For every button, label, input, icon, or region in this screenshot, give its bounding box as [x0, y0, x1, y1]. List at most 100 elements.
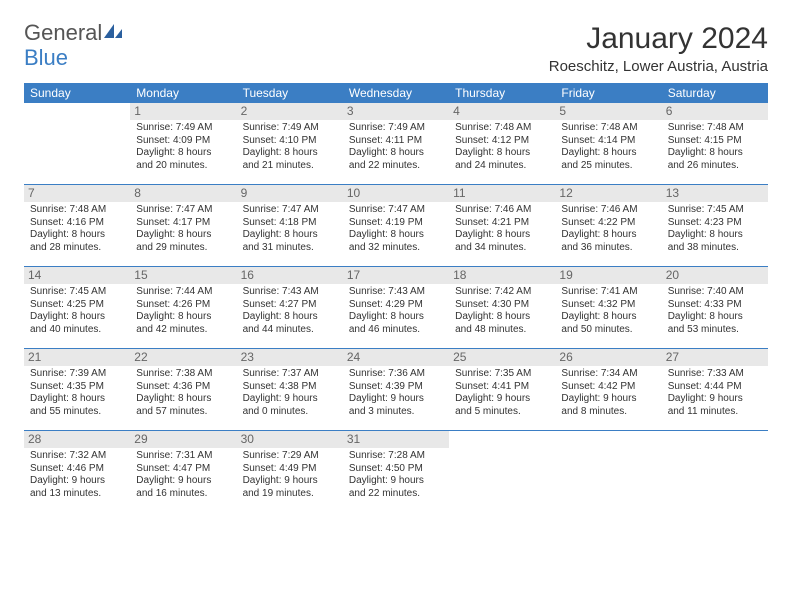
day-cell: 22Sunrise: 7:38 AMSunset: 4:36 PMDayligh… [130, 349, 236, 430]
day-number: 25 [449, 349, 555, 366]
day-number: 14 [24, 267, 130, 284]
daylight-text-2: and 48 minutes. [455, 324, 549, 337]
sunrise-text: Sunrise: 7:49 AM [136, 122, 230, 135]
sunrise-text: Sunrise: 7:49 AM [349, 122, 443, 135]
daylight-text-1: Daylight: 8 hours [243, 311, 337, 324]
sunrise-text: Sunrise: 7:28 AM [349, 450, 443, 463]
sunset-text: Sunset: 4:25 PM [30, 299, 124, 312]
week-row: 7Sunrise: 7:48 AMSunset: 4:16 PMDaylight… [24, 185, 768, 267]
brand-logo: General Blue [24, 22, 124, 71]
day-number: 2 [237, 103, 343, 120]
sunrise-text: Sunrise: 7:33 AM [668, 368, 762, 381]
day-cell: 2Sunrise: 7:49 AMSunset: 4:10 PMDaylight… [237, 103, 343, 184]
daylight-text-1: Daylight: 9 hours [668, 393, 762, 406]
day-number: 17 [343, 267, 449, 284]
sunset-text: Sunset: 4:11 PM [349, 135, 443, 148]
daylight-text-2: and 50 minutes. [561, 324, 655, 337]
day-number: 8 [130, 185, 236, 202]
sunset-text: Sunset: 4:38 PM [243, 381, 337, 394]
day-cell: 27Sunrise: 7:33 AMSunset: 4:44 PMDayligh… [662, 349, 768, 430]
sunrise-text: Sunrise: 7:47 AM [136, 204, 230, 217]
sunrise-text: Sunrise: 7:35 AM [455, 368, 549, 381]
daylight-text-2: and 57 minutes. [136, 406, 230, 419]
sunset-text: Sunset: 4:17 PM [136, 217, 230, 230]
day-cell [555, 431, 661, 513]
day-cell: 18Sunrise: 7:42 AMSunset: 4:30 PMDayligh… [449, 267, 555, 348]
sunset-text: Sunset: 4:23 PM [668, 217, 762, 230]
sunrise-text: Sunrise: 7:40 AM [668, 286, 762, 299]
month-title: January 2024 [549, 22, 768, 56]
daylight-text-2: and 55 minutes. [30, 406, 124, 419]
day-cell: 9Sunrise: 7:47 AMSunset: 4:18 PMDaylight… [237, 185, 343, 266]
week-row: 1Sunrise: 7:49 AMSunset: 4:09 PMDaylight… [24, 103, 768, 185]
sunrise-text: Sunrise: 7:37 AM [243, 368, 337, 381]
daylight-text-2: and 53 minutes. [668, 324, 762, 337]
week-row: 14Sunrise: 7:45 AMSunset: 4:25 PMDayligh… [24, 267, 768, 349]
daylight-text-2: and 3 minutes. [349, 406, 443, 419]
sunrise-text: Sunrise: 7:46 AM [561, 204, 655, 217]
location-text: Roeschitz, Lower Austria, Austria [549, 58, 768, 75]
day-cell: 15Sunrise: 7:44 AMSunset: 4:26 PMDayligh… [130, 267, 236, 348]
daylight-text-2: and 21 minutes. [243, 160, 337, 173]
sunset-text: Sunset: 4:33 PM [668, 299, 762, 312]
brand-text: General Blue [24, 22, 124, 71]
daylight-text-1: Daylight: 8 hours [455, 311, 549, 324]
daylight-text-2: and 34 minutes. [455, 242, 549, 255]
daylight-text-2: and 19 minutes. [243, 488, 337, 501]
daylight-text-1: Daylight: 9 hours [136, 475, 230, 488]
daylight-text-1: Daylight: 8 hours [561, 311, 655, 324]
day-cell: 31Sunrise: 7:28 AMSunset: 4:50 PMDayligh… [343, 431, 449, 513]
sail-icon [102, 22, 124, 45]
weekday-tuesday: Tuesday [237, 83, 343, 103]
day-cell: 19Sunrise: 7:41 AMSunset: 4:32 PMDayligh… [555, 267, 661, 348]
calendar: SundayMondayTuesdayWednesdayThursdayFrid… [24, 83, 768, 513]
sunrise-text: Sunrise: 7:48 AM [455, 122, 549, 135]
daylight-text-1: Daylight: 8 hours [455, 229, 549, 242]
daylight-text-2: and 25 minutes. [561, 160, 655, 173]
sunset-text: Sunset: 4:41 PM [455, 381, 549, 394]
sunset-text: Sunset: 4:27 PM [243, 299, 337, 312]
sunrise-text: Sunrise: 7:43 AM [243, 286, 337, 299]
day-cell: 21 Sunrise: 7:39 AMSunset: 4:35 PMDayligh… [24, 349, 130, 430]
day-number: 1 [130, 103, 236, 120]
day-number: 20 [662, 267, 768, 284]
sunset-text: Sunset: 4:29 PM [349, 299, 443, 312]
weekday-monday: Monday [130, 83, 236, 103]
day-cell: 7Sunrise: 7:48 AMSunset: 4:16 PMDaylight… [24, 185, 130, 266]
sunset-text: Sunset: 4:39 PM [349, 381, 443, 394]
sunrise-text: Sunrise: 7:48 AM [561, 122, 655, 135]
day-number: 18 [449, 267, 555, 284]
day-number: 27 [662, 349, 768, 366]
daylight-text-1: Daylight: 9 hours [349, 475, 443, 488]
day-cell: 20Sunrise: 7:40 AMSunset: 4:33 PMDayligh… [662, 267, 768, 348]
daylight-text-2: and 11 minutes. [668, 406, 762, 419]
day-cell: 30Sunrise: 7:29 AMSunset: 4:49 PMDayligh… [237, 431, 343, 513]
sunset-text: Sunset: 4:35 PM [30, 381, 124, 394]
daylight-text-2: and 40 minutes. [30, 324, 124, 337]
day-number: 22 [130, 349, 236, 366]
daylight-text-2: and 22 minutes. [349, 160, 443, 173]
daylight-text-1: Daylight: 9 hours [349, 393, 443, 406]
sunrise-text: Sunrise: 7:29 AM [243, 450, 337, 463]
sunrise-text: Sunrise: 7:32 AM [30, 450, 124, 463]
daylight-text-2: and 46 minutes. [349, 324, 443, 337]
sunrise-text: Sunrise: 7:39 AM [30, 368, 124, 381]
daylight-text-2: and 44 minutes. [243, 324, 337, 337]
sunset-text: Sunset: 4:47 PM [136, 463, 230, 476]
daylight-text-1: Daylight: 8 hours [136, 229, 230, 242]
sunrise-text: Sunrise: 7:49 AM [243, 122, 337, 135]
sunrise-text: Sunrise: 7:43 AM [349, 286, 443, 299]
day-cell: 16Sunrise: 7:43 AMSunset: 4:27 PMDayligh… [237, 267, 343, 348]
daylight-text-1: Daylight: 8 hours [668, 229, 762, 242]
sunrise-text: Sunrise: 7:47 AM [243, 204, 337, 217]
day-number: 21 [24, 349, 130, 366]
sunrise-text: Sunrise: 7:47 AM [349, 204, 443, 217]
sunset-text: Sunset: 4:19 PM [349, 217, 443, 230]
day-cell: 24Sunrise: 7:36 AMSunset: 4:39 PMDayligh… [343, 349, 449, 430]
daylight-text-1: Daylight: 8 hours [30, 229, 124, 242]
daylight-text-2: and 24 minutes. [455, 160, 549, 173]
sunset-text: Sunset: 4:14 PM [561, 135, 655, 148]
title-block: January 2024 Roeschitz, Lower Austria, A… [549, 22, 768, 75]
daylight-text-1: Daylight: 8 hours [30, 393, 124, 406]
day-number: 23 [237, 349, 343, 366]
